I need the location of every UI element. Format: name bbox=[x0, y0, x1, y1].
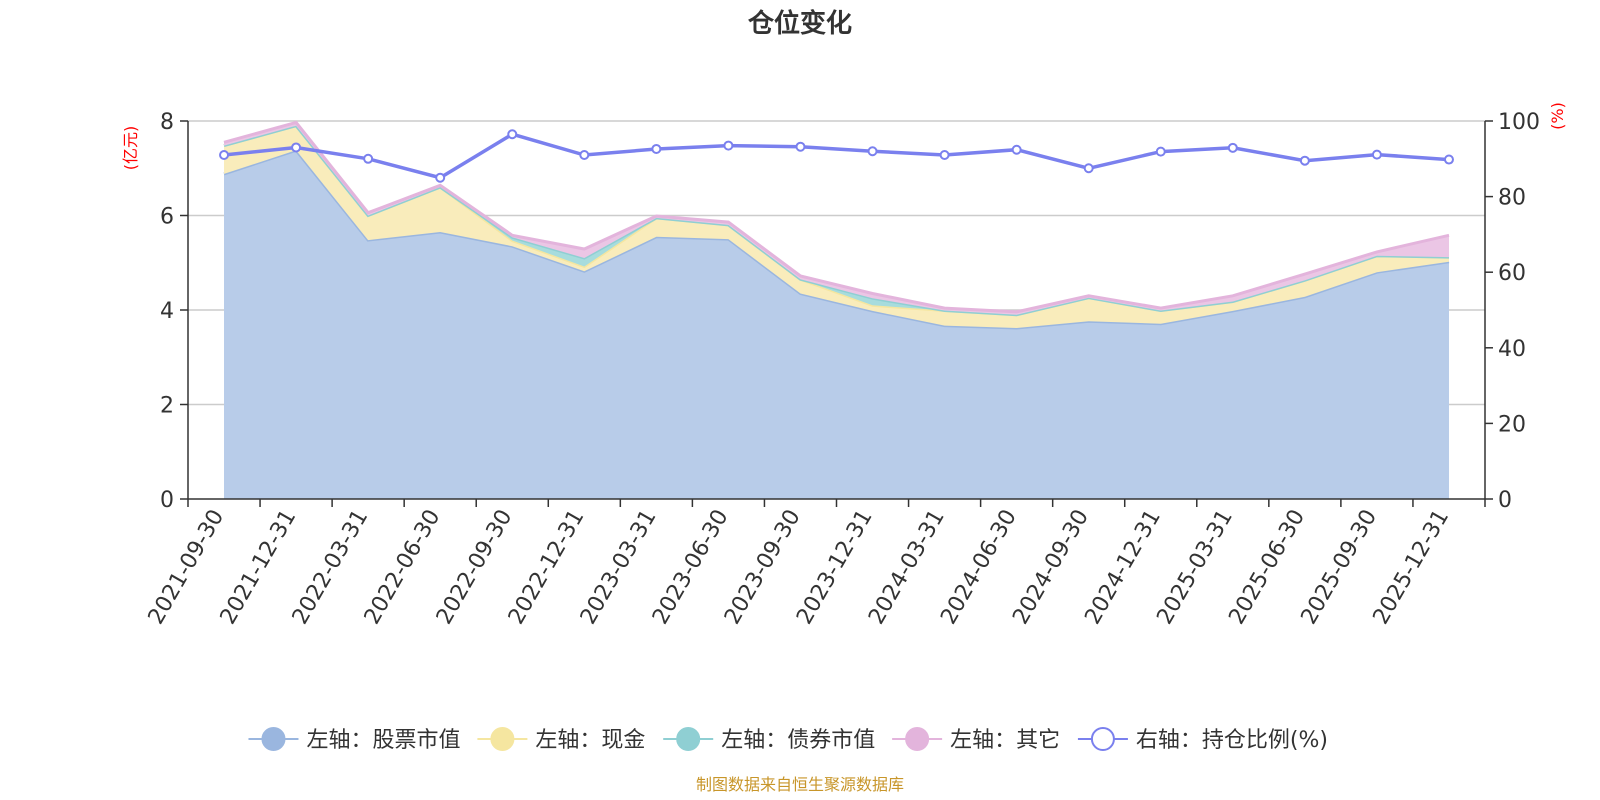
x-tick-label: 2024-03-31 bbox=[864, 505, 950, 628]
right-tick-label: 20 bbox=[1498, 412, 1526, 437]
x-tick-label: 2025-03-31 bbox=[1152, 506, 1238, 629]
ratio-point bbox=[579, 150, 590, 161]
ratio-point bbox=[507, 129, 518, 140]
x-tick-label: 2025-12-31 bbox=[1369, 506, 1455, 629]
left-tick-label: 6 bbox=[160, 205, 174, 230]
stacked-areas bbox=[223, 120, 1450, 500]
right-tick-label: 80 bbox=[1498, 186, 1526, 211]
ratio-point bbox=[723, 140, 734, 151]
left-tick-label: 2 bbox=[160, 394, 174, 419]
ratio-point bbox=[795, 141, 806, 152]
ratio-point bbox=[435, 172, 446, 183]
x-tick-label: 2022-06-30 bbox=[360, 506, 446, 629]
right-tick-label: 60 bbox=[1498, 261, 1526, 286]
ratio-line bbox=[219, 129, 1454, 183]
x-tick-label: 2024-12-31 bbox=[1080, 506, 1166, 629]
legend-marker bbox=[1090, 727, 1115, 751]
area-series-line-3 bbox=[223, 120, 1450, 314]
ratio-point bbox=[1227, 142, 1238, 153]
legend-label: 左轴：其它 bbox=[950, 728, 1060, 753]
legend-marker bbox=[676, 727, 701, 751]
x-tick-label: 2024-06-30 bbox=[936, 506, 1022, 629]
x-tick-label: 2023-12-31 bbox=[792, 506, 878, 629]
left-axis-unit: (亿元) bbox=[121, 126, 140, 171]
ratio-point bbox=[1371, 149, 1382, 160]
x-tick-label: 2022-09-30 bbox=[432, 506, 518, 629]
legend-label: 左轴：现金 bbox=[535, 728, 645, 753]
right-tick-label: 100 bbox=[1498, 110, 1540, 135]
area-series-1 bbox=[224, 125, 1449, 328]
ratio-point bbox=[291, 142, 302, 153]
right-tick-label: 40 bbox=[1498, 337, 1526, 362]
x-tick-label: 2023-09-30 bbox=[720, 506, 806, 629]
legend-marker bbox=[261, 727, 286, 751]
x-tick-label: 2025-09-30 bbox=[1297, 506, 1383, 629]
x-tick-label: 2023-03-31 bbox=[576, 506, 662, 629]
legend-item-1: 左轴：现金 bbox=[477, 727, 645, 753]
x-tick-label: 2021-12-31 bbox=[216, 506, 302, 629]
left-tick-label: 4 bbox=[160, 299, 174, 324]
x-tick-label: 2023-06-30 bbox=[648, 506, 734, 629]
x-tick-label: 2025-06-30 bbox=[1224, 506, 1310, 629]
legend-marker bbox=[905, 727, 930, 751]
left-tick-label: 8 bbox=[160, 110, 174, 135]
x-tick-label: 2022-03-31 bbox=[288, 506, 374, 629]
ratio-point bbox=[1155, 146, 1166, 157]
ratio-point bbox=[219, 150, 230, 161]
area-series-0 bbox=[224, 150, 1449, 500]
legend-label: 左轴：债券市值 bbox=[721, 728, 875, 753]
ratio-point bbox=[1443, 154, 1454, 165]
ratio-point bbox=[867, 146, 878, 157]
legend-item-3: 左轴：其它 bbox=[892, 727, 1060, 753]
chart-title: 仓位变化 bbox=[747, 8, 852, 39]
x-tick-label: 2024-09-30 bbox=[1008, 506, 1094, 629]
legend-label: 左轴：股票市值 bbox=[306, 728, 460, 753]
legend-item-4: 右轴：持仓比例(%) bbox=[1077, 727, 1328, 753]
legend-label: 右轴：持仓比例(%) bbox=[1136, 728, 1328, 753]
legend-item-0: 左轴：股票市值 bbox=[248, 727, 460, 753]
x-tick-label: 2021-09-30 bbox=[144, 506, 230, 629]
x-tick-label: 2022-12-31 bbox=[504, 506, 590, 629]
right-tick-label: 0 bbox=[1498, 488, 1512, 513]
ratio-point bbox=[363, 153, 374, 164]
legend-item-2: 左轴：债券市值 bbox=[663, 727, 875, 753]
ratio-point bbox=[1083, 163, 1094, 174]
ratio-line-path bbox=[223, 132, 1450, 180]
legend-marker bbox=[490, 727, 515, 751]
right-axis-unit: (%) bbox=[1548, 102, 1567, 130]
legend: 左轴：股票市值 左轴：现金 左轴：债券市值 左轴：其它 右轴：持仓比例(%) bbox=[248, 727, 1328, 753]
data-source-note: 制图数据来自恒生聚源数据库 bbox=[696, 775, 904, 794]
ratio-point bbox=[1299, 155, 1310, 166]
ratio-point bbox=[1011, 144, 1022, 155]
ratio-point bbox=[939, 150, 950, 161]
left-tick-label: 0 bbox=[160, 488, 174, 513]
ratio-point bbox=[651, 143, 662, 154]
